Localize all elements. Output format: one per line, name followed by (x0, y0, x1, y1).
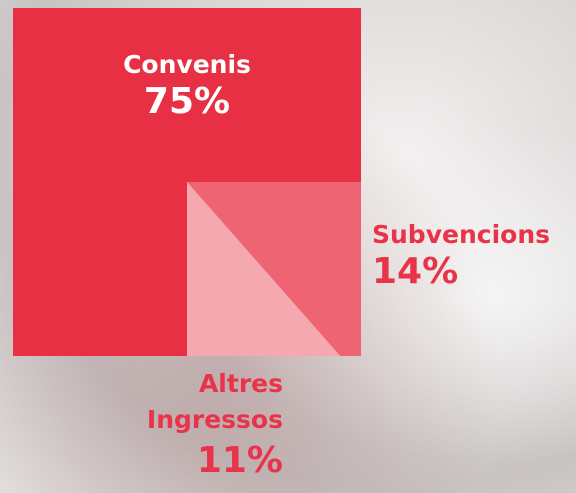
category-label: Subvencions (372, 220, 550, 250)
value-label: 14% (372, 250, 550, 293)
category-label: Altres Ingressos (113, 366, 283, 439)
label-group: Convenis 75% (37, 50, 337, 123)
category-label: Convenis (37, 50, 337, 80)
value-label: 75% (37, 80, 337, 123)
page: Convenis 75% Subvencions 14% Altres Ingr… (0, 0, 576, 493)
label-group: Subvencions 14% (372, 220, 550, 293)
label-group: Altres Ingressos 11% (113, 366, 283, 482)
value-label: 11% (113, 439, 283, 482)
